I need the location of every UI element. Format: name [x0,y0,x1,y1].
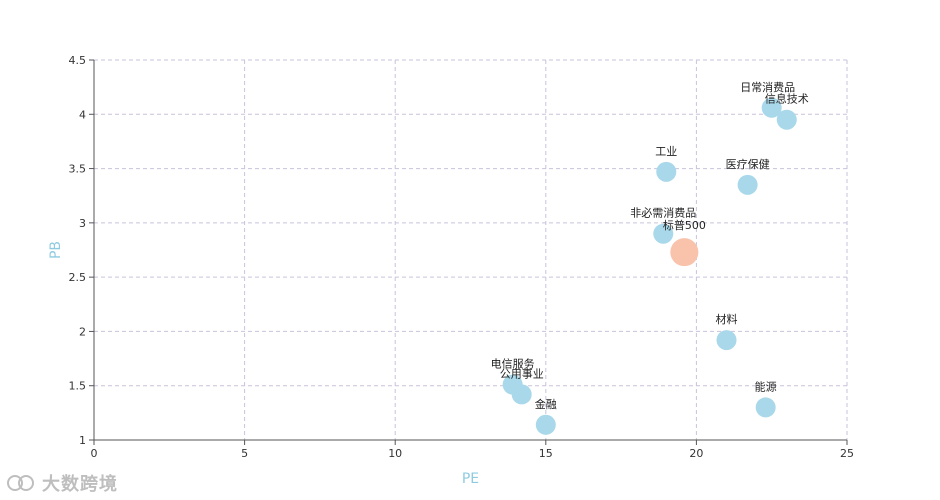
point-label: 公用事业 [500,367,544,380]
watermark: 大数跨境 [6,470,118,496]
dashuju-logo-icon [7,475,34,491]
axis-layer: 0 5 10 15 20 25 1 1.5 2 2.5 3 3.5 4 4.5 [69,54,855,460]
point-label: 工业 [655,145,677,158]
data-point [656,161,677,182]
grid-layer [94,59,848,440]
data-point [761,97,782,118]
points-layer [502,97,797,435]
point-label: 医疗保健 [726,157,770,171]
data-point [535,414,556,435]
y-axis-title: PB [48,241,64,259]
x-tick-label: 20 [689,447,703,460]
data-point [776,109,797,130]
x-tick-label: 15 [539,447,553,460]
y-tick-label: 3.5 [69,163,87,176]
data-point [716,330,737,351]
point-label: 电信服务 [491,358,535,371]
data-point [653,223,674,244]
watermark-text: 大数跨境 [42,474,118,495]
x-tick-label: 10 [388,447,402,460]
y-tick-label: 1.5 [69,380,87,393]
point-label: 非必需消费品 [630,206,696,220]
point-label: 日常消费品 [740,80,795,94]
point-label: 标普500 [663,218,706,232]
y-tick-label: 2.5 [69,271,87,284]
y-tick-label: 4.5 [69,54,87,67]
data-point [737,174,758,195]
y-tick-label: 2 [79,325,86,338]
point-label: 信息技术 [765,92,809,106]
y-tick-label: 1 [79,434,86,447]
x-axis-title: PE [462,471,479,487]
data-point [511,384,532,405]
data-point [755,397,776,418]
highlight-point [670,238,699,267]
point-label: 材料 [716,312,738,326]
y-tick-label: 4 [79,108,86,121]
point-label: 能源 [755,379,777,393]
x-tick-label: 5 [241,447,248,460]
point-label: 金融 [535,397,557,411]
x-tick-label: 0 [91,447,98,460]
x-tick-label: 25 [840,447,854,460]
y-tick-label: 3 [79,217,86,230]
